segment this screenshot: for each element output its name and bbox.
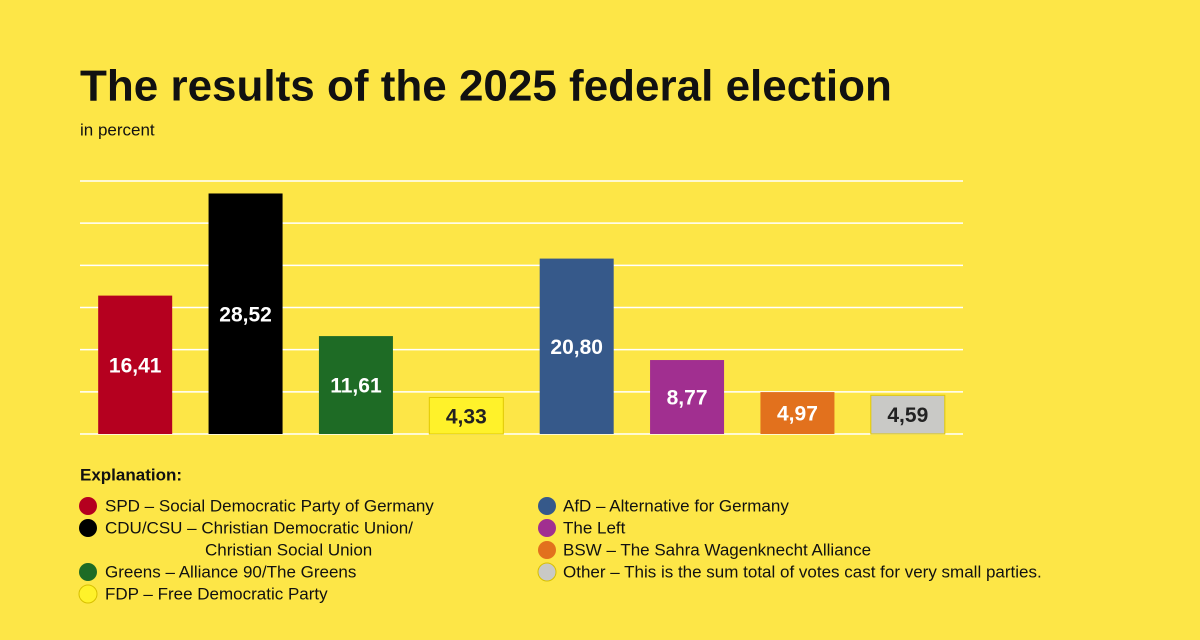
bar <box>208 193 283 434</box>
legend-swatch <box>79 497 97 515</box>
value-label: 20,80 <box>550 336 603 359</box>
legend-swatch <box>79 563 97 581</box>
legend-swatch <box>79 519 97 537</box>
value-label: 8,77 <box>667 387 708 410</box>
bar <box>650 360 725 434</box>
value-label: 11,61 <box>330 375 382 398</box>
value-label: 4,33 <box>446 405 487 428</box>
value-label: 28,52 <box>219 303 272 326</box>
legend-label: CDU/CSU – Christian Democratic Union/ <box>105 518 413 537</box>
value-label: 4,97 <box>777 403 818 426</box>
legend-label: AfD – Alternative for Germany <box>563 496 789 515</box>
bar <box>870 394 946 435</box>
bar <box>318 336 393 434</box>
legend-swatch <box>78 584 98 604</box>
legend-label: FDP – Free Democratic Party <box>105 584 328 603</box>
value-label: 16,41 <box>109 354 162 377</box>
legend-label: BSW – The Sahra Wagenknecht Alliance <box>563 540 871 559</box>
bar <box>98 295 173 434</box>
legend-swatch <box>538 519 556 537</box>
legend-swatch <box>538 541 556 559</box>
legend-title: Explanation: <box>80 465 182 484</box>
legend-swatch <box>538 497 556 515</box>
value-label: 4,59 <box>887 404 928 427</box>
legend-label: Christian Social Union <box>205 540 372 559</box>
legend-label: Greens – Alliance 90/The Greens <box>105 562 356 581</box>
chart-subtitle: in percent <box>80 120 155 139</box>
bar <box>539 258 614 434</box>
legend-label: The Left <box>563 518 626 537</box>
bar <box>428 396 504 435</box>
chart-title: The results of the 2025 federal election <box>80 62 892 111</box>
legend-label: SPD – Social Democratic Party of Germany <box>105 496 434 515</box>
bar <box>760 392 835 434</box>
legend-label: Other – This is the sum total of votes c… <box>563 562 1042 581</box>
legend-swatch <box>537 562 557 582</box>
